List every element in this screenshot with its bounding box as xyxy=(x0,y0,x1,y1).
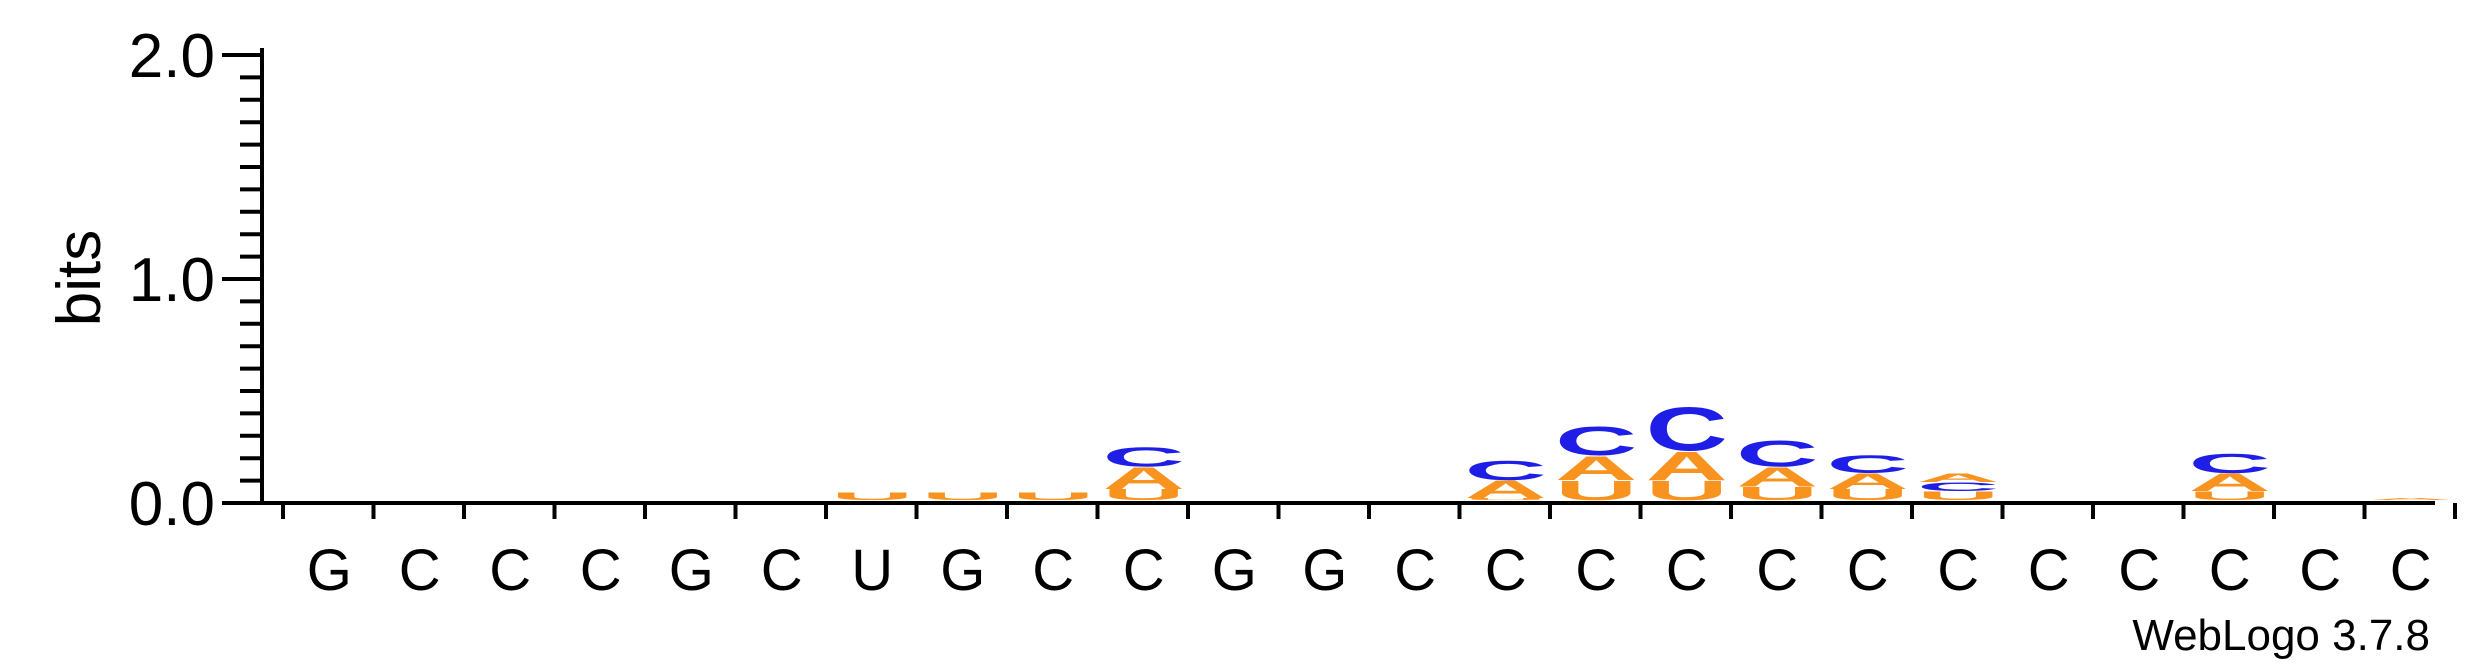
logo-letter-C: C xyxy=(1555,419,1637,464)
x-tick-label: G xyxy=(669,538,714,603)
y-tick-labels: 0.0 1.0 2.0 xyxy=(129,22,215,539)
x-tick-label: C xyxy=(1756,538,1798,603)
logo-letter-U: U xyxy=(1103,486,1185,503)
logo-letter-C: C xyxy=(1736,432,1818,474)
weblogo-credit: WebLogo 3.7.8 xyxy=(2132,611,2430,660)
x-tick-label: C xyxy=(2390,538,2432,603)
logo-letter-A: A xyxy=(1646,444,1728,489)
x-tick-label: C xyxy=(1032,538,1074,603)
x-tick-label: C xyxy=(2209,538,2251,603)
x-tick-label: C xyxy=(1666,538,1708,603)
x-tick-label: G xyxy=(307,538,352,603)
logo-letter-C: C xyxy=(2189,448,2271,479)
y-ticks xyxy=(222,53,262,505)
y-tick-label: 0.0 xyxy=(129,470,215,539)
x-tick-label: C xyxy=(580,538,622,603)
x-tick-label: G xyxy=(940,538,985,603)
x-tick-label: C xyxy=(399,538,441,603)
x-tick-label: C xyxy=(489,538,531,603)
logo-letter-C: C xyxy=(1646,395,1728,464)
x-tick-label: C xyxy=(1394,538,1436,603)
y-tick-label: 1.0 xyxy=(129,246,215,315)
logo-letter-U: U xyxy=(1917,489,1999,503)
logo-letter-U: U xyxy=(1555,475,1637,506)
x-tick-label: G xyxy=(1302,538,1347,603)
x-tick-label: U xyxy=(851,538,893,603)
logo-letter-U: U xyxy=(922,490,1004,502)
logo-letter-A: A xyxy=(2189,469,2271,497)
logo-letter-A: A xyxy=(1103,460,1185,495)
logo-letter-C: C xyxy=(1827,451,1909,479)
logo-letter-U: U xyxy=(1736,483,1818,504)
logo-letter-A: A xyxy=(1555,449,1637,487)
logo-letter-U: U xyxy=(831,490,913,502)
logo-letter-U: U xyxy=(1646,475,1728,506)
logo-letter-U: U xyxy=(2189,489,2271,503)
logo-letter-C: C xyxy=(1465,455,1547,486)
y-axis: 0.0 1.0 2.0 bits xyxy=(45,22,264,539)
logo-letter-A: A xyxy=(1827,469,1909,493)
y-tick-label: 2.0 xyxy=(129,22,215,91)
logo-letter-A: A xyxy=(1736,461,1818,492)
logo-letter-C: C xyxy=(1103,441,1185,472)
logo-letter-U: U xyxy=(1465,497,1547,500)
x-tick-label: C xyxy=(761,538,803,603)
x-tick-label: C xyxy=(1847,538,1889,603)
x-tick-label: C xyxy=(1123,538,1165,603)
logo-letter-U: U xyxy=(1012,490,1094,502)
x-tick-label: G xyxy=(1212,538,1257,603)
x-ticks xyxy=(281,503,2457,519)
logo-letter-A: A xyxy=(1465,475,1547,503)
logo-letter-C: C xyxy=(1917,480,1999,494)
x-tick-label: C xyxy=(1485,538,1527,603)
x-tick-label: C xyxy=(2118,538,2160,603)
logo-letter-A: A xyxy=(1917,471,1999,485)
y-axis-label: bits xyxy=(45,230,114,326)
x-tick-label: C xyxy=(2028,538,2070,603)
x-tick-label: C xyxy=(1937,538,1979,603)
logo-letter-U: U xyxy=(1827,486,1909,503)
x-tick-label: C xyxy=(1575,538,1617,603)
logo-letter-A: A xyxy=(2370,497,2452,500)
x-tick-label: C xyxy=(2299,538,2341,603)
